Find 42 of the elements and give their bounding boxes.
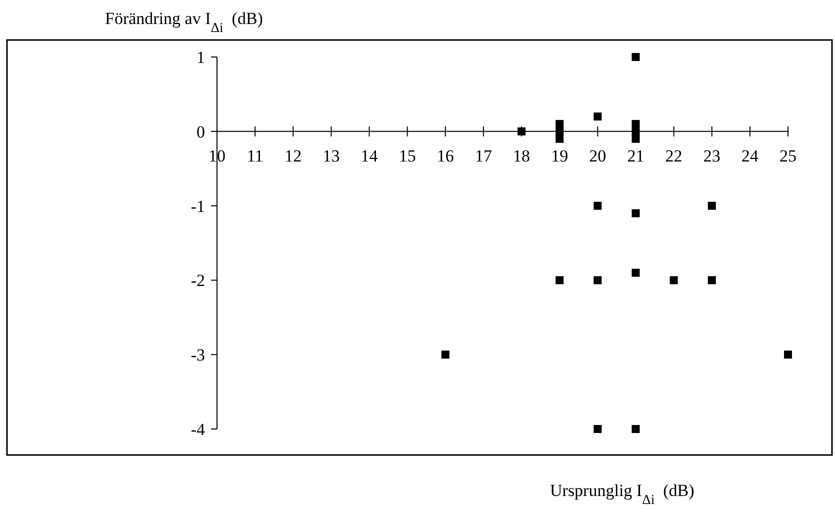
- x-axis-title: Ursprunglig I$_{Δi}$ (dB): [550, 481, 694, 506]
- x-tick-label: 24: [741, 146, 759, 166]
- point: [594, 202, 602, 210]
- x-tick-label: 13: [322, 146, 340, 166]
- point: [632, 268, 640, 277]
- point: [556, 134, 564, 143]
- x-tick-label: 16: [436, 146, 454, 166]
- point: [518, 127, 526, 136]
- point: [556, 120, 564, 128]
- point: [708, 276, 716, 284]
- point: [632, 425, 640, 433]
- x-tick-label: 17: [474, 146, 492, 166]
- x-tick-label: 23: [703, 146, 720, 166]
- x-tick-label: 12: [284, 146, 302, 166]
- x-tick-label: 15: [398, 146, 416, 166]
- y-tick-label: -3: [190, 346, 205, 365]
- point: [594, 112, 602, 121]
- x-tick-label: 21: [627, 146, 644, 166]
- point: [556, 276, 564, 284]
- point: [632, 53, 640, 61]
- x-tick-label: 25: [780, 146, 796, 166]
- y-axis-title: Förändring av I$_{Δi}$ (dB): [105, 9, 263, 34]
- point: [784, 350, 792, 359]
- point: [708, 202, 716, 210]
- y-tick-label: -4: [190, 420, 206, 439]
- point: [594, 276, 602, 284]
- x-tick-label: 22: [665, 146, 682, 166]
- point: [632, 134, 640, 143]
- point: [594, 425, 602, 433]
- x-tick-label: 14: [360, 146, 378, 166]
- x-tick-label: 18: [513, 146, 530, 166]
- y-tick-label: -2: [190, 271, 205, 290]
- y-tick-label: -1: [190, 196, 205, 216]
- x-tick-label: 11: [246, 146, 264, 166]
- point: [632, 120, 640, 128]
- point: [632, 209, 640, 218]
- x-tick-label: 19: [551, 146, 568, 166]
- point: [670, 276, 678, 284]
- y-tick-label: 0: [196, 122, 205, 142]
- x-tick-label: 20: [589, 146, 606, 166]
- point: [441, 350, 450, 359]
- y-tick-label: 1: [196, 48, 205, 67]
